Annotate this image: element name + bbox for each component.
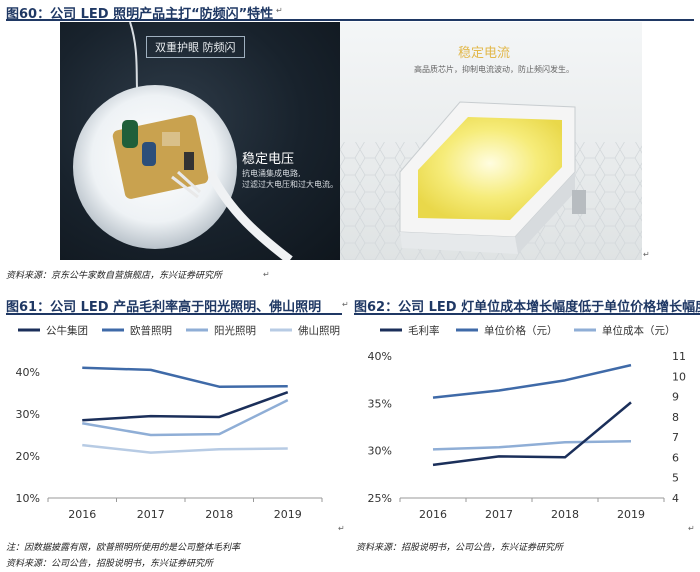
y-tick-label: 10% [16, 492, 40, 505]
fig62-rule [354, 313, 700, 315]
x-tick-label: 2019 [274, 508, 302, 521]
y2-tick-label: 10 [672, 370, 686, 383]
fig62-source: 资料来源：招股说明书，公司公告，东兴证券研究所 [356, 543, 564, 553]
legend-label: 佛山照明 [298, 324, 340, 337]
y-tick-label: 30% [368, 445, 392, 458]
edit-mark-icon: ↵ [276, 6, 283, 15]
feature-tag: 双重护眼 防频闪 [146, 36, 245, 58]
fig62-chart: 25% 30% 35% 40% 4 5 6 7 8 9 10 11 2016 2017 2018 2019 毛利… [368, 324, 686, 521]
y-tick-label: 30% [16, 408, 40, 421]
series-line [82, 390, 289, 422]
legend-label: 单位价格（元） [484, 324, 558, 337]
x-tick-label: 2016 [419, 508, 447, 521]
fig61-title: 图61：公司 LED 产品毛利率高于阳光照明、佛山照明 [6, 300, 322, 315]
x-tick-label: 2017 [137, 508, 165, 521]
series-line [432, 439, 632, 451]
legend-label: 阳光照明 [214, 324, 256, 337]
fig61-chart: 10% 20% 30% 40% 2016 2017 2018 2019 公牛集团 欧普照明 阳光照明… [16, 324, 340, 521]
series-line [432, 401, 632, 467]
x-tick-label: 2018 [205, 508, 233, 521]
series-line [82, 399, 289, 437]
edit-mark-icon: ↵ [338, 524, 345, 533]
y-tick-label: 35% [368, 397, 392, 410]
voltage-heading: 稳定电压 [242, 152, 295, 167]
y-tick-label: 40% [16, 366, 40, 379]
voltage-desc-2: 过滤过大电压和过大电流。 [242, 180, 338, 189]
y2-tick-label: 5 [672, 472, 679, 485]
x-tick-label: 2019 [617, 508, 645, 521]
y2-tick-label: 8 [672, 411, 679, 424]
series-line [82, 443, 288, 454]
legend-label: 单位成本（元） [602, 324, 676, 337]
fig62-title: 图62：公司 LED 灯单位成本增长幅度低于单位价格增长幅度 [354, 300, 700, 315]
legend-label: 欧普照明 [130, 324, 172, 337]
series-line [432, 363, 632, 399]
fig60-source: 资料来源：京东公牛家数自营旗舰店，东兴证券研究所 [6, 271, 223, 281]
y2-tick-label: 6 [672, 451, 679, 464]
y-tick-label: 20% [16, 450, 40, 463]
fig60-rule [6, 19, 694, 21]
y-tick-label: 40% [368, 350, 392, 363]
current-desc: 高品质芯片，抑制电流波动，防止频闪发生。 [414, 65, 574, 74]
fig61-note: 注：因数据披露有限，欧普照明所使用的是公司整体毛利率 [6, 543, 241, 553]
lamp-driver-photo: 双重护眼 防频闪 稳定电压 抗电涌集成电路, 过滤过大电压和过大电流。 [60, 22, 340, 260]
fig61-rule [6, 313, 342, 315]
voltage-desc-1: 抗电涌集成电路, [242, 169, 301, 178]
edit-mark-icon: ↵ [688, 524, 695, 533]
y-tick-label: 25% [368, 492, 392, 505]
y2-tick-label: 7 [672, 431, 679, 444]
y2-tick-label: 9 [672, 391, 679, 404]
led-chip-photo: 稳定电流 高品质芯片，抑制电流波动，防止频闪发生。 [340, 22, 642, 260]
series-line [82, 366, 288, 388]
y2-tick-label: 11 [672, 350, 686, 363]
edit-mark-icon: ↵ [263, 270, 270, 279]
edit-mark-icon: ↵ [643, 250, 650, 259]
current-heading: 稳定电流 [458, 46, 511, 61]
lamp-driver-illustration [73, 22, 293, 260]
x-tick-label: 2016 [68, 508, 96, 521]
x-tick-label: 2017 [485, 508, 513, 521]
y2-tick-label: 4 [672, 492, 679, 505]
legend-label: 公牛集团 [46, 324, 88, 337]
legend-label: 毛利率 [408, 324, 440, 337]
led-chip-illustration [340, 101, 642, 260]
fig61-source: 资料来源：公司公告，招股说明书，东兴证券研究所 [6, 559, 214, 569]
edit-mark-icon: ↵ [342, 300, 349, 309]
fig60-title: 图60：公司 LED 照明产品主打“防频闪”特性 [6, 7, 274, 22]
x-tick-label: 2018 [551, 508, 579, 521]
